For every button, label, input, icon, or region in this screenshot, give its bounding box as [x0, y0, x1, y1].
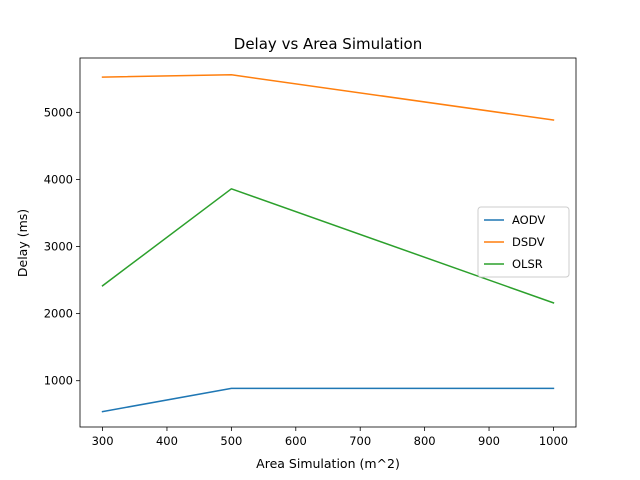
- plot-area: 300 400 500 600 700 800 900 1000 1000 2000 3000 400…: [44, 57, 577, 448]
- legend-label-aodv: AODV: [512, 213, 545, 227]
- y-tick-label: 4000: [44, 172, 73, 186]
- x-tick-label: 700: [349, 434, 371, 448]
- x-tick-label: 300: [92, 434, 114, 448]
- legend-label-olsr: OLSR: [512, 257, 543, 271]
- x-tick-label: 400: [156, 434, 178, 448]
- chart-title: Delay vs Area Simulation: [234, 35, 422, 53]
- series-line-aodv: [101, 387, 555, 413]
- x-tick-label: 900: [478, 434, 500, 448]
- y-tick-label: 5000: [44, 105, 73, 119]
- y-tick-label: 2000: [44, 307, 73, 321]
- legend-box: [477, 206, 570, 278]
- y-tick-label: 3000: [44, 240, 73, 254]
- x-tick-label: 500: [220, 434, 242, 448]
- x-tick-label: 1000: [539, 434, 568, 448]
- axes-frame: [79, 57, 577, 428]
- series-line-olsr: [101, 188, 555, 304]
- x-tick-label: 600: [285, 434, 307, 448]
- y-tick-label: 1000: [44, 374, 73, 388]
- legend: AODV DSDV OLSR: [477, 206, 570, 278]
- y-axis-label: Delay (ms): [15, 209, 30, 277]
- x-axis-label: Area Simulation (m^2): [256, 456, 400, 471]
- series-line-dsdv: [101, 74, 555, 121]
- x-tick-label: 800: [414, 434, 436, 448]
- legend-label-dsdv: DSDV: [512, 235, 545, 249]
